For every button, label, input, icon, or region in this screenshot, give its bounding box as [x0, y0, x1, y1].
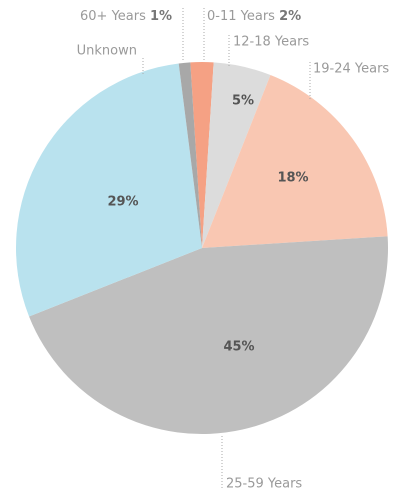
value-label: 2% — [279, 9, 301, 24]
value-label: 29% — [107, 195, 138, 210]
value-label: 18% — [277, 171, 308, 186]
slice-label: 60+ Years 1% — [80, 9, 172, 24]
pie-slice — [15, 63, 202, 317]
slice-label: 0-11 Years 2% — [207, 9, 301, 24]
category-name: 0-11 Years — [207, 9, 275, 24]
value-label: 45% — [223, 340, 254, 355]
value-label: 1% — [150, 9, 172, 24]
category-name: 12-18 Years — [233, 35, 309, 50]
pie-slice — [190, 61, 214, 248]
pie-slice — [178, 62, 202, 248]
pie-slice — [202, 75, 388, 248]
category-name: 60+ Years — [80, 9, 146, 24]
pie-slice — [29, 236, 388, 435]
pie-slice — [202, 62, 271, 248]
value-label: 5% — [232, 94, 254, 109]
category-name: 19-24 Years — [313, 62, 389, 77]
category-name: 25-59 Years — [226, 477, 302, 492]
category-name: Unknown — [77, 44, 137, 59]
